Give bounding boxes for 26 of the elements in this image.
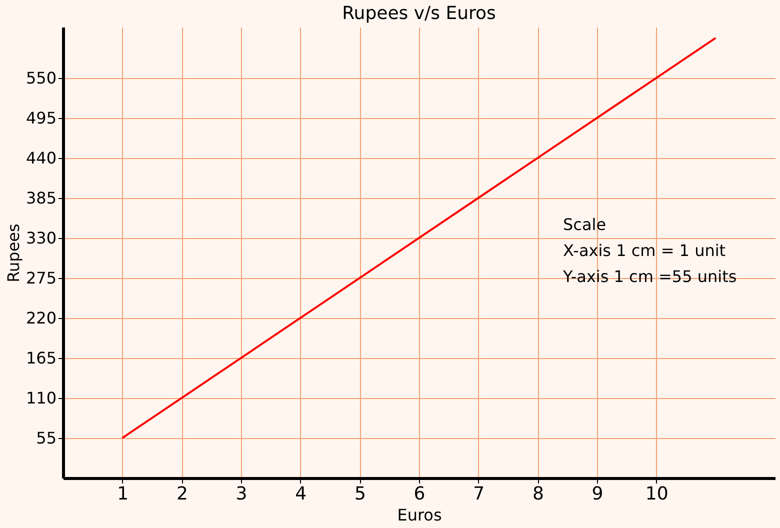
- y-tick-label: 110: [26, 388, 56, 408]
- x-tick-label: 3: [236, 484, 248, 504]
- y-tick-label: 385: [26, 188, 56, 208]
- annotation: X-axis 1 cm = 1 unit: [563, 241, 726, 260]
- y-tick-label: 550: [26, 68, 56, 88]
- annotation: Scale: [563, 215, 606, 234]
- x-tick-label: 1: [117, 484, 129, 504]
- y-tick-label: 495: [26, 108, 56, 128]
- chart-title: Rupees v/s Euros: [342, 3, 496, 24]
- x-tick-label: 6: [414, 484, 426, 504]
- y-tick-label: 55: [36, 428, 56, 448]
- y-tick-label: 220: [26, 308, 56, 328]
- x-tick-label: 4: [295, 484, 307, 504]
- x-tick-label: 7: [473, 484, 485, 504]
- y-tick-label: 275: [26, 268, 56, 288]
- x-tick-label: 9: [592, 484, 604, 504]
- x-tick-label: 5: [354, 484, 366, 504]
- y-tick-label: 440: [26, 148, 56, 168]
- x-tick-label: 8: [532, 484, 544, 504]
- x-tick-label: 2: [176, 484, 188, 504]
- y-tick-label: 165: [26, 348, 56, 368]
- annotation: Y-axis 1 cm =55 units: [562, 267, 737, 286]
- y-axis-title: Rupees: [4, 224, 23, 282]
- x-axis-title: Euros: [397, 506, 442, 524]
- x-tick-label: 10: [645, 484, 668, 504]
- y-tick-label: 330: [26, 228, 56, 248]
